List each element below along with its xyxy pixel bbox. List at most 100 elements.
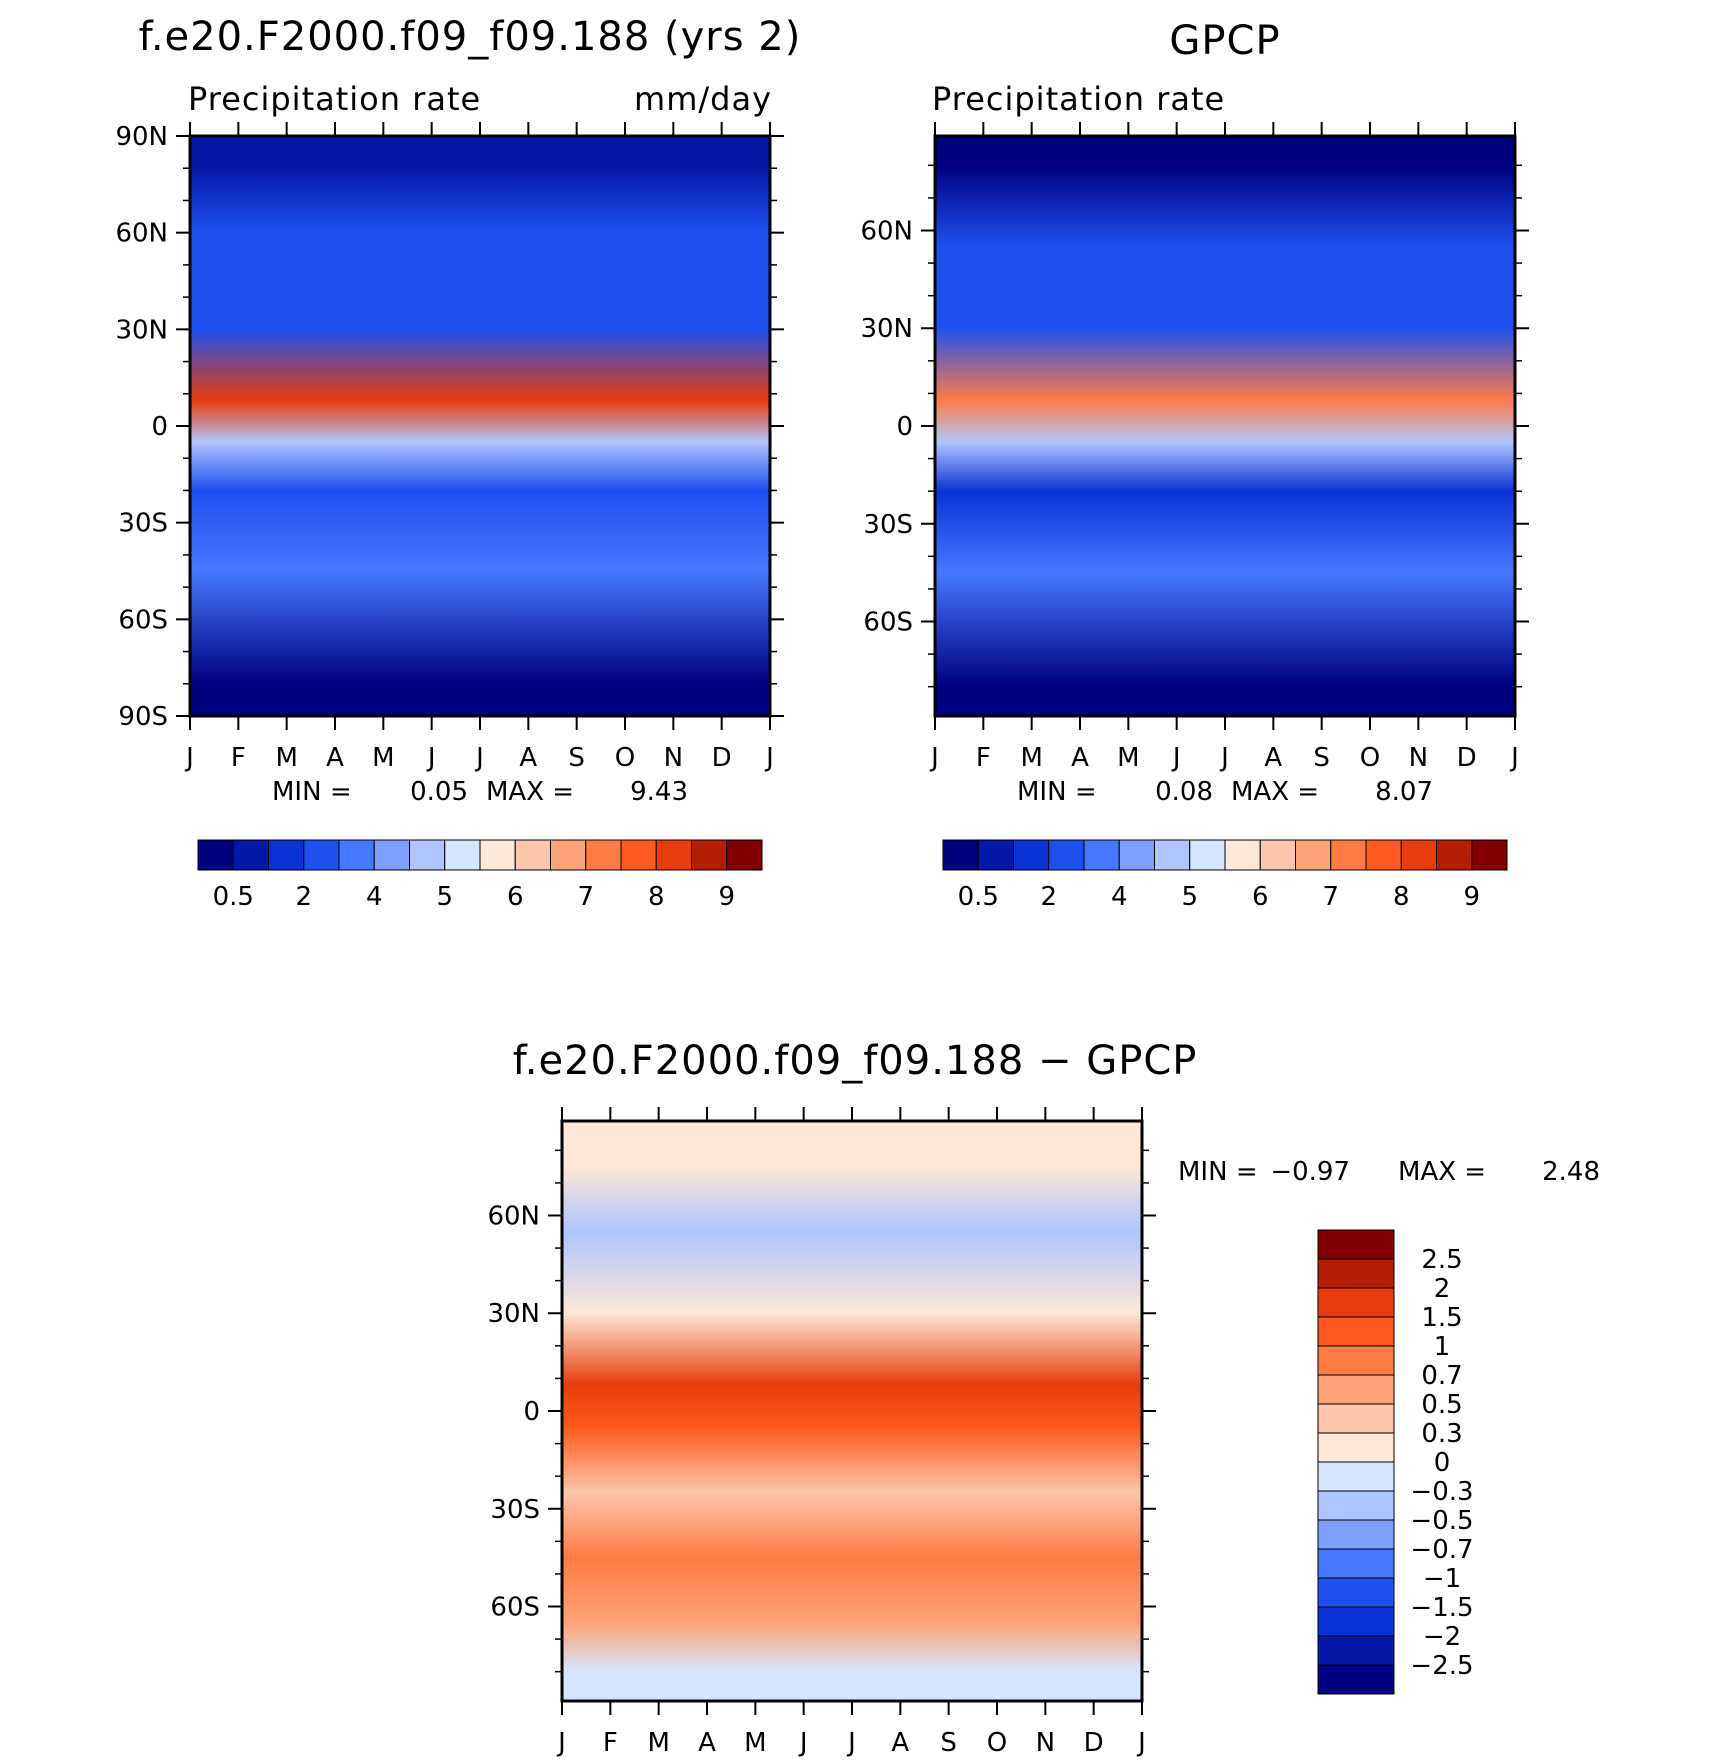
- y-tick-label: 60N: [860, 216, 913, 246]
- colorbar-label: 1: [1434, 1332, 1451, 1362]
- colorbar-label: 7: [577, 882, 594, 912]
- colorbar-swatch: [1118, 839, 1155, 871]
- colorbar-swatch: [444, 839, 481, 871]
- x-tick-label: M: [275, 743, 297, 773]
- panel-model-title: f.e20.F2000.f09_f09.188 (yrs 2): [139, 14, 802, 60]
- panel-model-max-value: 9.43: [630, 777, 688, 807]
- colorbar-label: 5: [436, 882, 453, 912]
- x-tick-label: M: [647, 1728, 669, 1758]
- colorbar-swatch: [1224, 839, 1261, 871]
- colorbar-swatch: [409, 839, 446, 871]
- x-tick-label: A: [326, 743, 344, 773]
- panel-obs-plot-area: [935, 136, 1515, 716]
- x-tick-label: J: [1171, 743, 1181, 773]
- colorbar-label: 5: [1181, 882, 1198, 912]
- panel-obs-max-value: 8.07: [1375, 777, 1433, 807]
- x-tick-label: N: [1409, 743, 1428, 773]
- panel-model-max-label: MAX =: [486, 777, 574, 807]
- colorbar-label: −1.5: [1410, 1593, 1473, 1623]
- colorbar-label: 4: [366, 882, 383, 912]
- x-tick-label: N: [664, 743, 683, 773]
- x-tick-label: J: [846, 1728, 856, 1758]
- y-tick-label: 90S: [118, 702, 168, 732]
- panel-diff-plot-area: [562, 1121, 1142, 1701]
- y-tick-label: 90N: [115, 122, 168, 152]
- x-tick-label: A: [698, 1728, 716, 1758]
- x-tick-label: J: [556, 1728, 566, 1758]
- x-tick-label: D: [1457, 743, 1477, 773]
- panel-obs-min-value: 0.08: [1155, 777, 1213, 807]
- panel-obs: GPCP Precipitation rate J F M A M J J A S O N D J60N…: [860, 18, 1529, 912]
- panel-obs-min-label: MIN =: [1017, 777, 1097, 807]
- colorbar-label: 8: [648, 882, 665, 912]
- colorbar-swatch: [268, 839, 305, 871]
- y-tick-label: 0: [523, 1397, 540, 1427]
- colorbar-swatch: [479, 839, 516, 871]
- x-tick-label: O: [987, 1728, 1007, 1758]
- panel-diff-min-label: MIN =: [1178, 1157, 1258, 1187]
- colorbar-swatch: [726, 839, 763, 871]
- y-tick-label: 60S: [863, 608, 913, 638]
- x-tick-label: S: [940, 1728, 957, 1758]
- colorbar-swatch: [1317, 1635, 1395, 1666]
- colorbar-swatch: [1317, 1577, 1395, 1608]
- colorbar-label: 6: [1252, 882, 1269, 912]
- panel-obs-subtitle-left: Precipitation rate: [932, 80, 1225, 118]
- colorbar-swatch: [1083, 839, 1120, 871]
- colorbar-label: −0.3: [1410, 1477, 1473, 1507]
- colorbar-swatch: [1154, 839, 1191, 871]
- colorbar-swatch: [1317, 1432, 1395, 1463]
- colorbar-swatch: [1317, 1519, 1395, 1550]
- colorbar-label: −1: [1423, 1564, 1461, 1594]
- y-tick-label: 30S: [490, 1495, 540, 1525]
- panel-model-subtitle-right: mm/day: [634, 80, 772, 118]
- x-tick-label: A: [519, 743, 537, 773]
- colorbar-swatch: [1317, 1606, 1395, 1637]
- x-tick-label: J: [1136, 1728, 1146, 1758]
- colorbar-swatch: [1317, 1258, 1395, 1289]
- panel-diff-colorbar: 2.521.510.70.50.30−0.3−0.5−0.7−1−1.5−2−2…: [1317, 1229, 1474, 1695]
- y-tick-label: 30S: [118, 509, 168, 539]
- x-tick-label: J: [929, 743, 939, 773]
- panel-diff-title: f.e20.F2000.f09_f09.188 − GPCP: [513, 1038, 1198, 1084]
- panel-model-colorbar: 0.5 2 4 5 6 7 8 9: [197, 839, 763, 912]
- colorbar-swatch: [691, 839, 728, 871]
- colorbar-swatch: [977, 839, 1014, 871]
- colorbar-label: 7: [1322, 882, 1339, 912]
- colorbar-label: 1.5: [1421, 1303, 1462, 1333]
- colorbar-swatch: [1330, 839, 1367, 871]
- colorbar-label: −2: [1423, 1622, 1461, 1652]
- colorbar-swatch: [373, 839, 410, 871]
- colorbar-swatch: [1317, 1287, 1395, 1318]
- colorbar-label: 2: [295, 882, 312, 912]
- colorbar-swatch: [1259, 839, 1296, 871]
- x-tick-label: J: [1509, 743, 1519, 773]
- y-tick-label: 60S: [118, 605, 168, 635]
- colorbar-swatch: [1048, 839, 1085, 871]
- colorbar-label: 0: [1434, 1448, 1451, 1478]
- x-tick-label: J: [474, 743, 484, 773]
- colorbar-swatch: [1317, 1229, 1395, 1260]
- panel-model-plot-area: [190, 136, 770, 716]
- colorbar-swatch: [1317, 1548, 1395, 1579]
- colorbar-label: 2.5: [1421, 1245, 1462, 1275]
- x-tick-label: J: [184, 743, 194, 773]
- x-tick-label: N: [1036, 1728, 1055, 1758]
- x-tick-label: J: [426, 743, 436, 773]
- x-tick-label: D: [1084, 1728, 1104, 1758]
- colorbar-label: −0.7: [1410, 1535, 1473, 1565]
- x-tick-label: F: [603, 1728, 618, 1758]
- colorbar-label: 8: [1393, 882, 1410, 912]
- colorbar-swatch: [1295, 839, 1332, 871]
- colorbar-swatch: [620, 839, 657, 871]
- x-tick-label: F: [976, 743, 991, 773]
- y-tick-label: 60N: [115, 219, 168, 249]
- colorbar-label: 2: [1434, 1274, 1451, 1304]
- x-tick-label: J: [798, 1728, 808, 1758]
- panel-obs-title: GPCP: [1169, 18, 1280, 64]
- x-tick-label: A: [1071, 743, 1089, 773]
